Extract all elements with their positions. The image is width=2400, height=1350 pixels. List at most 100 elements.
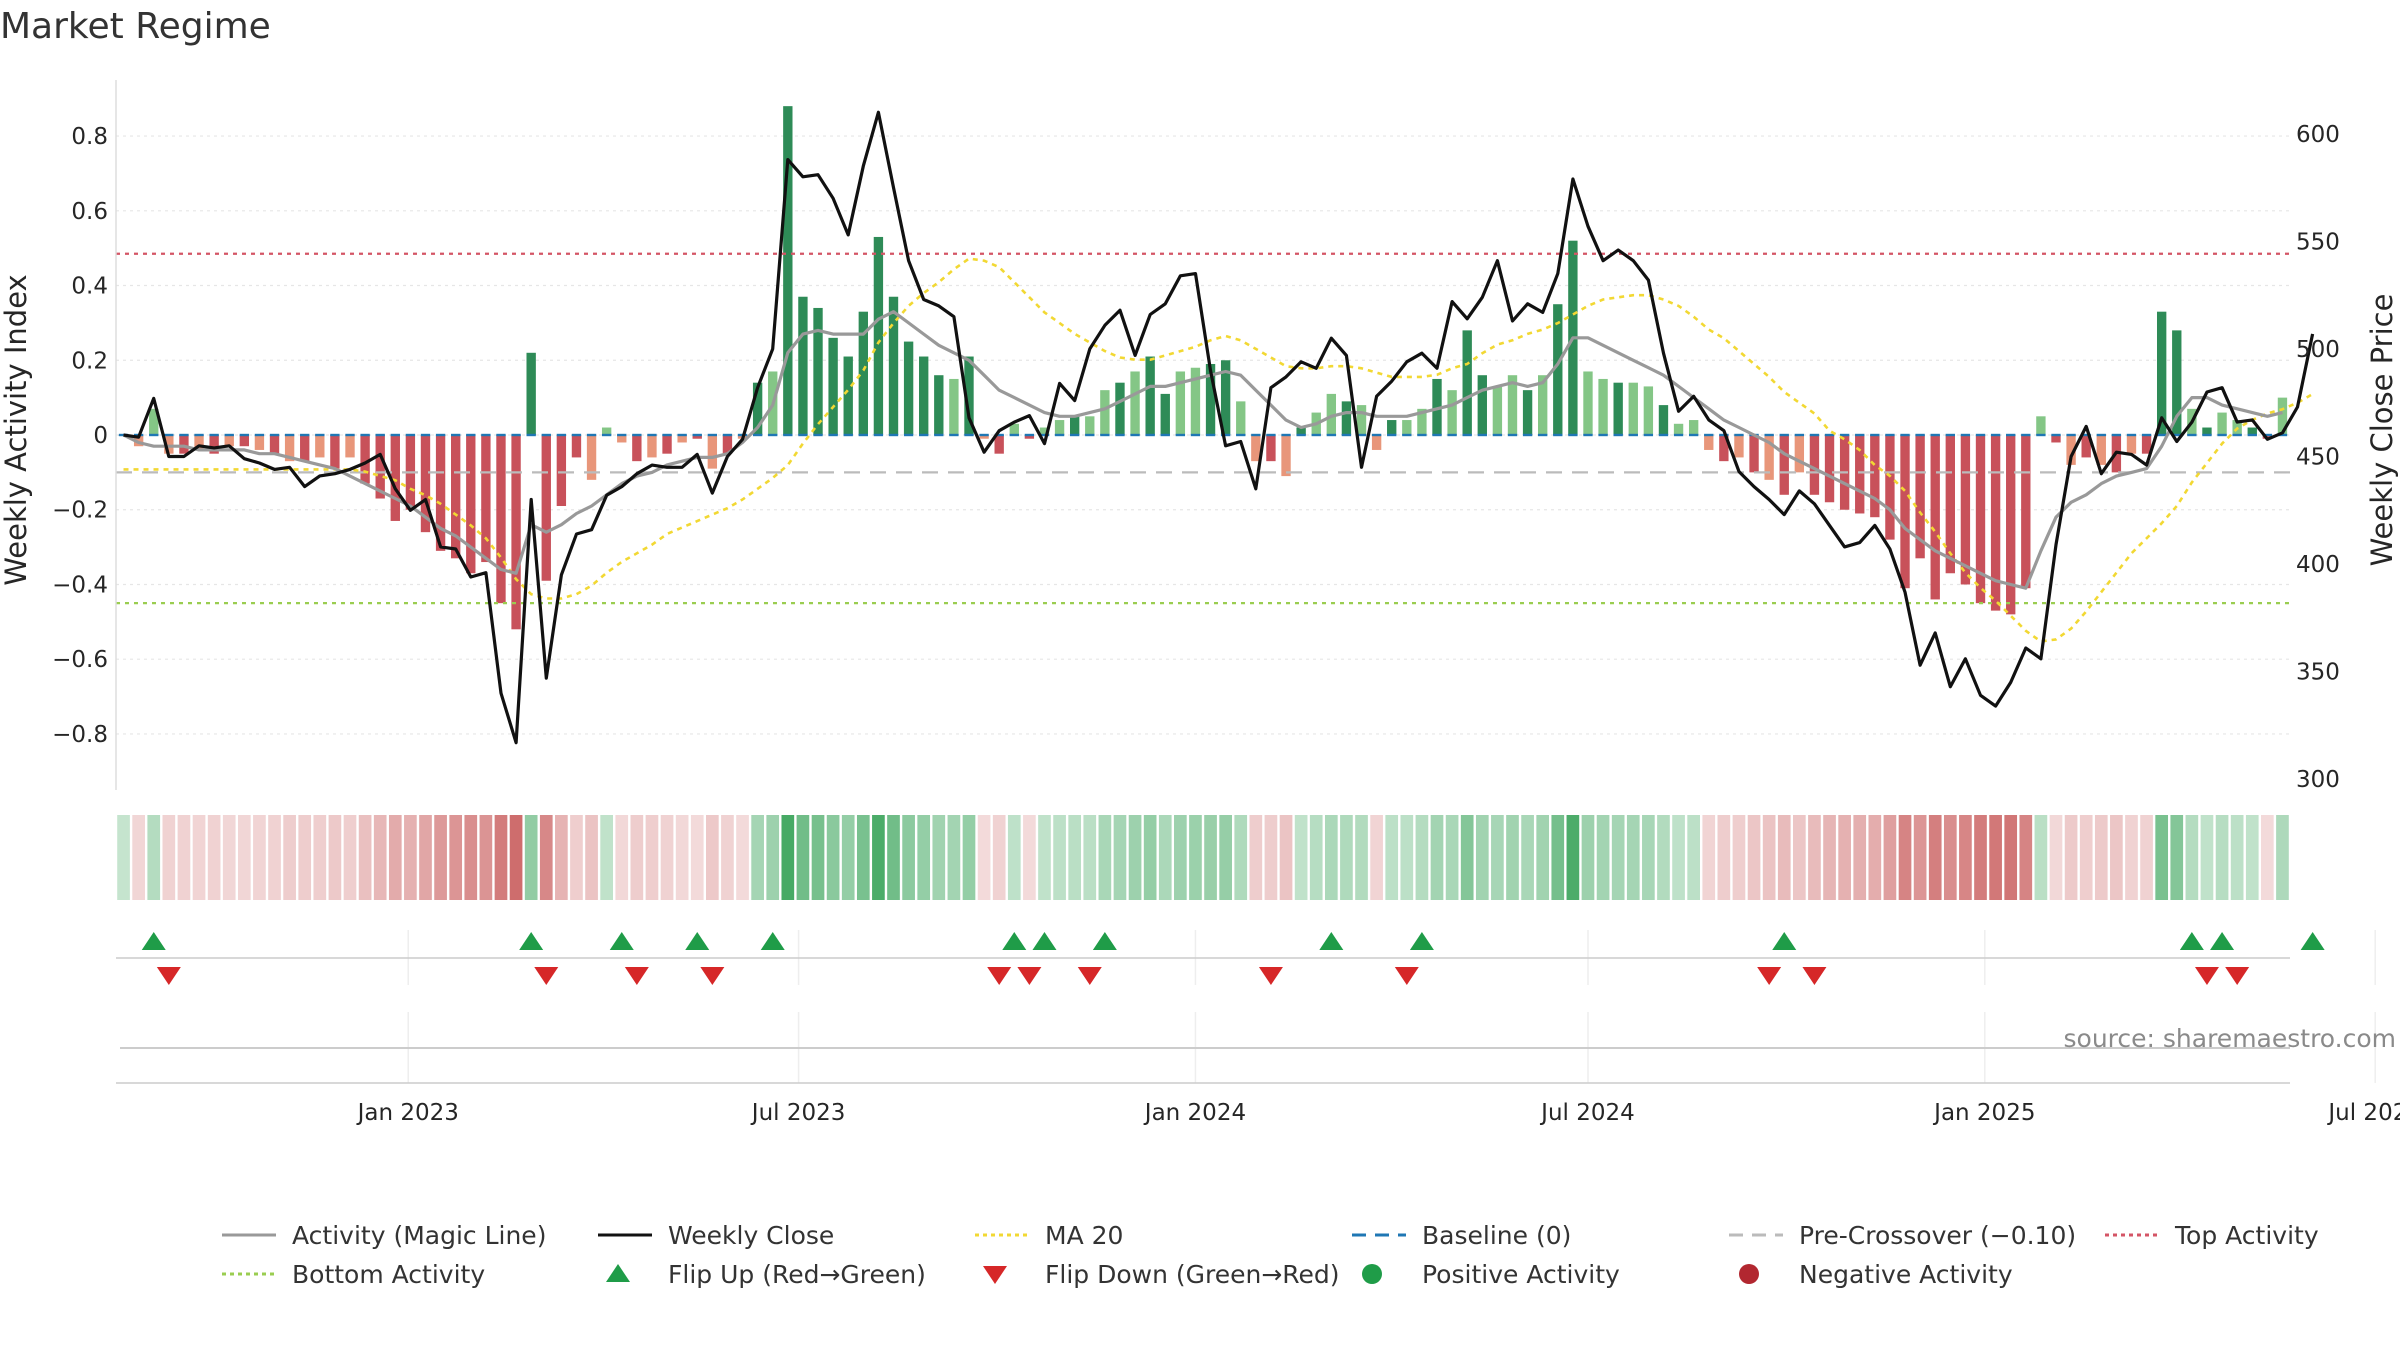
y-tick-label: −0.8 xyxy=(52,722,108,748)
regime-strip-cell xyxy=(373,815,387,900)
regime-strip-cell xyxy=(283,815,296,900)
regime-strip-cell xyxy=(192,815,206,900)
activity-bar xyxy=(1417,408,1427,435)
activity-bar xyxy=(164,435,174,454)
regime-strip-cell xyxy=(2230,815,2244,900)
activity-bar xyxy=(2126,435,2137,454)
regime-strip-cell xyxy=(434,815,447,900)
flip-up-marker xyxy=(1092,932,1117,950)
legend-label: Flip Down (Green→Red) xyxy=(1045,1260,1340,1289)
activity-bar xyxy=(2217,412,2227,435)
y-tick-label: −0.2 xyxy=(52,498,108,524)
activity-bar xyxy=(1779,435,1789,495)
regime-strip-cell xyxy=(600,815,614,900)
y2-tick-label: 550 xyxy=(2296,229,2340,255)
flip-up-marker xyxy=(685,932,710,950)
activity-bar xyxy=(919,356,929,435)
regime-strip-cell xyxy=(721,815,734,900)
flip-down-marker xyxy=(2225,967,2250,985)
regime-strip-cell xyxy=(2185,815,2199,900)
regime-strip-cell xyxy=(1642,815,1655,900)
y2-tick-label: 350 xyxy=(2296,660,2340,686)
regime-strip-cell xyxy=(1098,815,1112,900)
activity-bar xyxy=(1356,405,1367,435)
activity-bar xyxy=(2081,435,2091,458)
regime-strip-cell xyxy=(977,815,991,900)
legend-item: MA 20 xyxy=(975,1221,1123,1250)
legend-label: Baseline (0) xyxy=(1422,1221,1571,1250)
activity-bar xyxy=(149,408,159,435)
regime-strip-cell xyxy=(1355,815,1368,900)
regime-strip-cell xyxy=(2245,815,2259,900)
regime-strip-cell xyxy=(494,815,508,900)
regime-strip-cell xyxy=(736,815,749,900)
activity-bar xyxy=(315,435,325,458)
activity-bar xyxy=(420,435,431,533)
activity-bar xyxy=(1658,405,1669,435)
flip-down-marker xyxy=(156,967,181,985)
regime-strip-cell xyxy=(1204,815,1217,900)
regime-strip-cell xyxy=(826,815,840,900)
regime-strip-cell xyxy=(1566,815,1580,900)
regime-strip-cell xyxy=(917,815,931,900)
regime-strip-cell xyxy=(207,815,221,900)
activity-bar xyxy=(2277,397,2288,435)
legend-label: Top Activity xyxy=(2174,1221,2319,1250)
regime-strip-cell xyxy=(479,815,493,900)
regime-strip-cell xyxy=(947,815,961,900)
activity-bar xyxy=(1009,423,1019,435)
regime-strip-cell xyxy=(1143,815,1157,900)
activity-bar xyxy=(903,341,914,435)
regime-strip-cell xyxy=(796,815,810,900)
activity-bar xyxy=(1205,364,1216,435)
activity-bar xyxy=(1794,435,1805,473)
activity-bar xyxy=(828,337,838,435)
activity-bar xyxy=(1145,356,1155,435)
activity-bar xyxy=(1447,390,1457,435)
regime-strip-cell xyxy=(2261,815,2274,900)
y2-axis-label: Weekly Close Price xyxy=(2365,294,2399,567)
regime-strip-cell xyxy=(1989,815,2002,900)
activity-bar xyxy=(1281,435,1291,477)
x-tick-label: Jul 2023 xyxy=(750,1100,846,1126)
activity-bar xyxy=(345,435,355,458)
y2-tick-label: 400 xyxy=(2296,552,2340,578)
activity-bar xyxy=(752,382,763,435)
activity-bar xyxy=(1266,435,1276,462)
activity-bar xyxy=(722,435,733,454)
activity-bar xyxy=(1809,435,1820,495)
activity-bar xyxy=(481,435,491,563)
legend-label: Activity (Magic Line) xyxy=(292,1221,546,1250)
y2-tick-label: 600 xyxy=(2296,122,2340,148)
activity-bar xyxy=(1522,390,1533,435)
activity-bar xyxy=(466,435,476,574)
flip-down-marker xyxy=(700,967,725,985)
regime-strip-cell xyxy=(1702,815,1716,900)
flip-down-marker xyxy=(624,967,649,985)
activity-bar xyxy=(1296,427,1306,435)
x-tick-label: Jan 2025 xyxy=(1932,1100,2035,1126)
activity-bar xyxy=(1704,435,1714,450)
activity-bar xyxy=(451,435,461,559)
regime-strip-cell xyxy=(1309,815,1323,900)
activity-bar xyxy=(798,296,808,435)
y-axis-label: Weekly Activity Index xyxy=(0,274,33,585)
activity-bar xyxy=(617,435,627,443)
regime-strip-cell xyxy=(585,815,598,900)
legend-item: Baseline (0) xyxy=(1352,1221,1571,1250)
legend-label: MA 20 xyxy=(1045,1221,1123,1250)
activity-bar xyxy=(1341,401,1352,435)
regime-strip-cell xyxy=(1717,815,1731,900)
activity-bar xyxy=(979,435,989,439)
activity-bar xyxy=(677,435,687,443)
activity-bar xyxy=(1538,375,1548,435)
activity-bar xyxy=(1719,435,1729,462)
regime-strip-cell xyxy=(298,815,312,900)
activity-bar xyxy=(1885,435,1895,540)
regime-strip-cell xyxy=(162,815,176,900)
activity-bar xyxy=(1870,435,1880,518)
activity-bar xyxy=(692,435,702,439)
regime-strip-cell xyxy=(1853,815,1867,900)
legend-label: Pre-Crossover (−0.10) xyxy=(1799,1221,2076,1250)
activity-bar xyxy=(284,435,295,462)
